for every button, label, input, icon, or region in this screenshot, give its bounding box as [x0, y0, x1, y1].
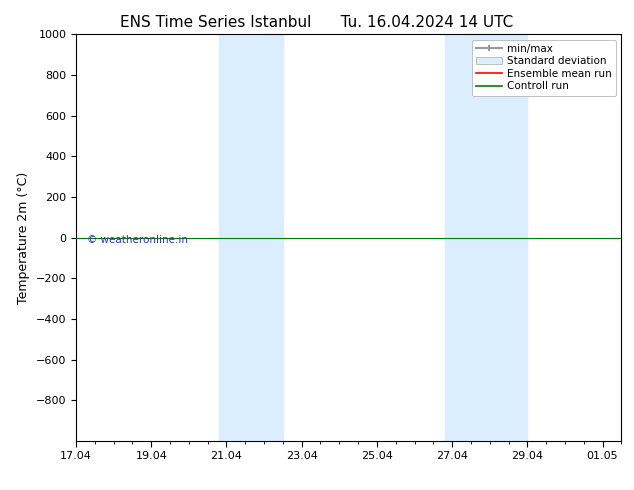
Y-axis label: Temperature 2m (°C): Temperature 2m (°C): [17, 172, 30, 304]
Bar: [444, 34, 527, 441]
Text: ENS Time Series Istanbul      Tu. 16.04.2024 14 UTC: ENS Time Series Istanbul Tu. 16.04.2024 …: [120, 15, 514, 30]
Legend: min/max, Standard deviation, Ensemble mean run, Controll run: min/max, Standard deviation, Ensemble me…: [472, 40, 616, 96]
Bar: [219, 34, 283, 441]
Text: © weatheronline.in: © weatheronline.in: [87, 235, 188, 245]
